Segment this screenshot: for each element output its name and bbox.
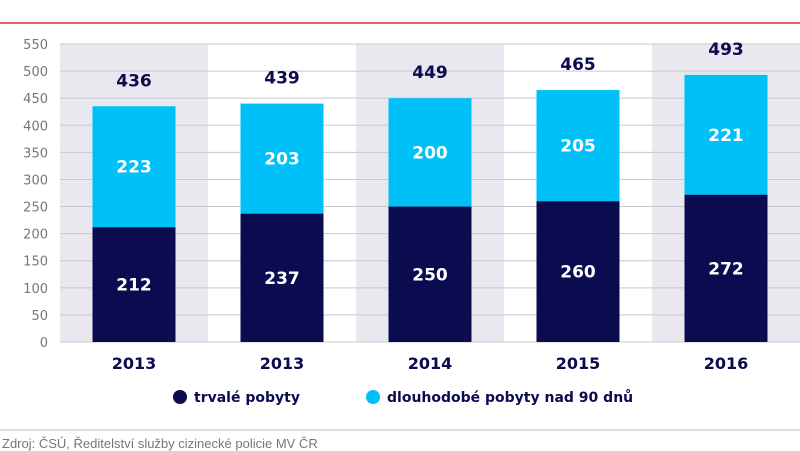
y-tick-label: 300 <box>23 173 48 188</box>
total-label: 439 <box>264 69 300 89</box>
total-label: 436 <box>116 71 152 91</box>
data-label: 205 <box>560 137 596 157</box>
bar-segment <box>240 103 324 214</box>
bar-segment <box>92 227 176 342</box>
legend-label: dlouhodobé pobyty nad 90 dnů <box>387 389 633 406</box>
legend-label: trvalé pobyty <box>194 390 300 406</box>
data-label: 212 <box>116 276 152 296</box>
bar-segment <box>240 213 324 342</box>
y-tick-label: 400 <box>23 119 48 134</box>
y-tick-label: 350 <box>23 146 48 161</box>
y-tick-label: 500 <box>23 65 48 80</box>
data-label: 200 <box>412 143 448 163</box>
bar-segment <box>388 98 472 207</box>
total-label: 449 <box>412 63 448 83</box>
x-tick-label: 2016 <box>704 354 749 373</box>
source-note: Zdroj: ČSÚ, Ředitelství služby cizinecké… <box>2 436 318 451</box>
bar-segment <box>536 90 620 202</box>
bar-segment <box>684 194 768 342</box>
bar-segment <box>92 106 176 228</box>
total-label: 465 <box>560 55 596 75</box>
y-tick-label: 150 <box>23 255 48 270</box>
total-label: 493 <box>708 40 744 60</box>
x-tick-label: 2015 <box>556 354 601 373</box>
y-tick-label: 0 <box>40 336 48 351</box>
data-label: 223 <box>116 158 152 178</box>
x-tick-label: 2014 <box>408 354 453 373</box>
data-label: 203 <box>264 150 300 170</box>
data-label: 237 <box>264 269 300 289</box>
y-tick-label: 50 <box>31 309 48 324</box>
x-tick-label: 2013 <box>112 354 157 373</box>
y-tick-label: 450 <box>23 92 48 107</box>
y-tick-label: 200 <box>23 228 48 243</box>
data-label: 221 <box>708 126 744 146</box>
data-label: 250 <box>412 265 448 285</box>
y-tick-label: 550 <box>23 38 48 53</box>
y-tick-label: 250 <box>23 201 48 216</box>
data-label: 260 <box>560 263 596 283</box>
legend-marker <box>366 390 380 404</box>
x-tick-label: 2013 <box>260 354 305 373</box>
y-tick-label: 100 <box>23 282 48 297</box>
bar-segment <box>684 74 768 195</box>
bar-segment <box>388 206 472 342</box>
legend-marker <box>173 390 187 404</box>
data-label: 272 <box>708 259 744 279</box>
bar-segment <box>536 201 620 342</box>
